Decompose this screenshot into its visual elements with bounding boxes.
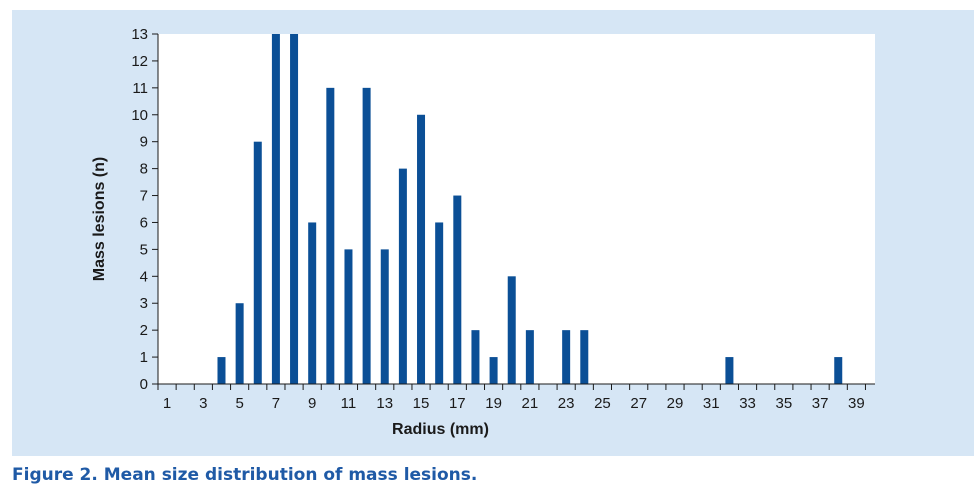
bar-16: [435, 222, 444, 384]
plot-area: [158, 34, 875, 384]
x-tick-label-31: 31: [703, 395, 720, 412]
bar-23: [562, 330, 571, 384]
x-tick-label-17: 17: [449, 395, 466, 412]
x-tick-label-15: 15: [413, 395, 430, 412]
y-tick-label-7: 7: [140, 188, 148, 205]
x-tick-label-25: 25: [594, 395, 611, 412]
x-tick-label-19: 19: [485, 395, 502, 412]
y-tick-label-13: 13: [131, 26, 148, 43]
bar-6: [253, 141, 262, 384]
x-tick-label-39: 39: [848, 395, 865, 412]
bar-12: [362, 87, 371, 384]
bar-8: [290, 34, 299, 384]
x-tick-label-13: 13: [376, 395, 393, 412]
x-axis-title: Radius (mm): [392, 421, 489, 438]
bar-4: [217, 357, 226, 384]
x-tick-label-33: 33: [739, 395, 756, 412]
x-tick-label-27: 27: [630, 395, 647, 412]
x-tick-label-1: 1: [163, 395, 171, 412]
bar-24: [580, 330, 589, 384]
bar-32: [725, 357, 734, 384]
bar-7: [271, 34, 280, 384]
x-tick-label-7: 7: [272, 395, 280, 412]
x-tick-label-9: 9: [308, 395, 316, 412]
y-tick-label-11: 11: [132, 80, 148, 97]
bar-15: [417, 114, 426, 385]
bar-10: [326, 87, 335, 384]
bar-21: [525, 330, 534, 384]
x-tick-label-29: 29: [667, 395, 684, 412]
bar-14: [398, 168, 407, 384]
y-tick-label-1: 1: [140, 349, 148, 366]
x-tick-label-3: 3: [199, 395, 207, 412]
y-tick-label-3: 3: [140, 295, 148, 312]
bars-group: [217, 34, 843, 385]
y-tick-label-5: 5: [140, 241, 148, 258]
bar-13: [380, 249, 389, 384]
bar-5: [235, 303, 244, 384]
x-tick-label-5: 5: [235, 395, 243, 412]
x-tick-label-35: 35: [775, 395, 792, 412]
bar-18: [471, 330, 480, 384]
y-tick-label-8: 8: [140, 161, 148, 178]
bar-9: [308, 222, 317, 384]
x-tick-label-37: 37: [812, 395, 829, 412]
y-axis-title: Mass lesions (n): [91, 157, 108, 281]
bar-17: [453, 195, 462, 384]
y-tick-label-6: 6: [140, 214, 148, 231]
bar-19: [489, 357, 498, 384]
chart-panel: 0 1 2 3 4 5 6 7 8 9 10 11 12 13 1 3 5 7 9 11 13 15 17 19 21 23 25 2…: [12, 10, 974, 456]
y-tick-label-4: 4: [140, 268, 148, 285]
y-tick-label-2: 2: [140, 322, 148, 339]
x-tick-label-11: 11: [341, 395, 357, 412]
figure-caption: Figure 2. Mean size distribution of mass…: [12, 465, 478, 485]
bar-20: [507, 276, 516, 384]
bar-38: [834, 357, 843, 384]
bar-11: [344, 249, 353, 384]
x-tick-label-23: 23: [558, 395, 575, 412]
x-tick-label-21: 21: [522, 395, 539, 412]
y-tick-label-9: 9: [140, 134, 148, 151]
y-tick-label-10: 10: [131, 107, 148, 124]
y-tick-label-12: 12: [131, 53, 148, 70]
y-tick-label-0: 0: [140, 376, 148, 393]
